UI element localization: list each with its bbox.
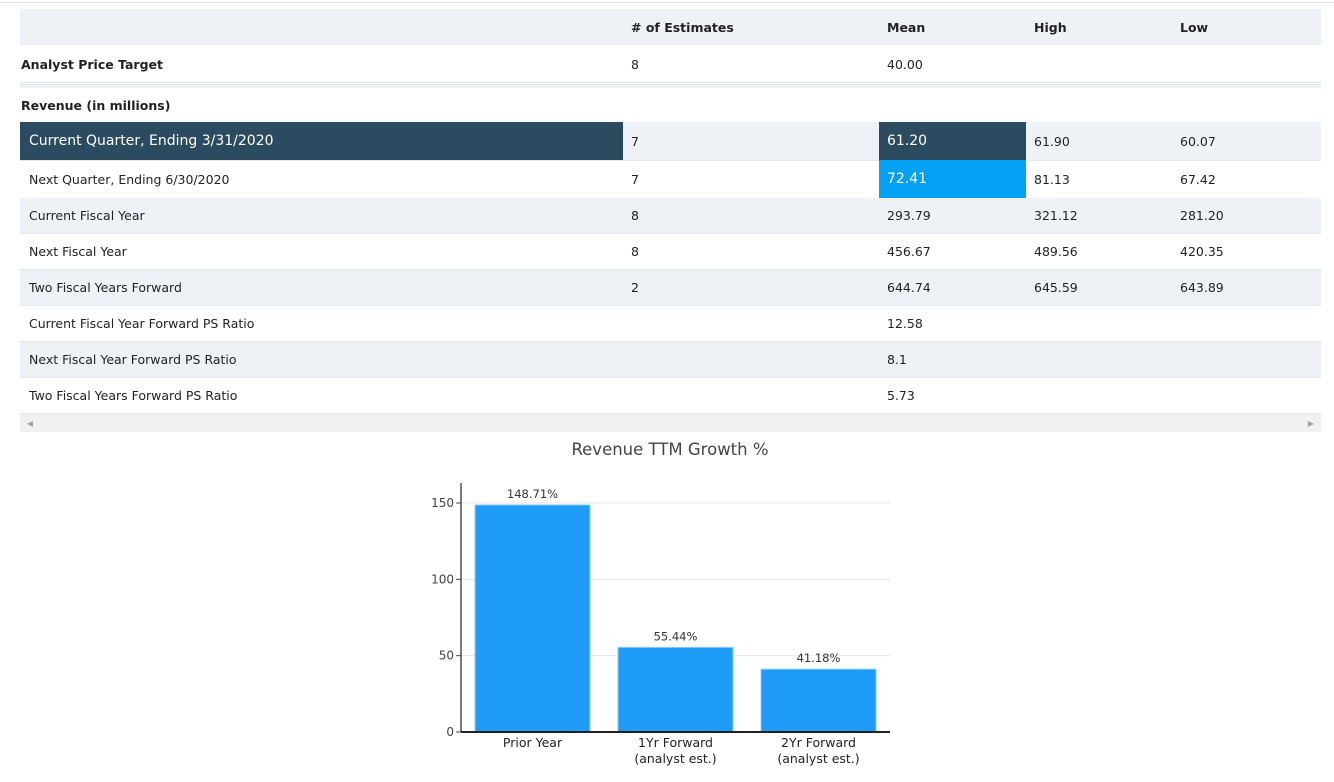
- analyst-price-target-mean: 40.00: [887, 56, 923, 72]
- row-label[interactable]: Next Fiscal Year Forward PS Ratio: [29, 352, 237, 367]
- row-high: 61.90: [1034, 133, 1070, 149]
- row-low: 643.89: [1180, 280, 1224, 295]
- x-tick-label: (analyst est.): [777, 751, 859, 766]
- row-mean: 8.1: [887, 352, 907, 367]
- row-estimates: 7: [631, 133, 639, 149]
- row-label[interactable]: Current Fiscal Year Forward PS Ratio: [29, 316, 255, 331]
- analyst-price-target-row: Analyst Price Target 8 40.00: [20, 46, 1321, 83]
- y-tick-label: 50: [439, 649, 454, 663]
- row-mean: 644.74: [887, 280, 931, 295]
- header-estimates[interactable]: # of Estimates: [631, 19, 734, 35]
- row-label[interactable]: Two Fiscal Years Forward: [29, 280, 182, 295]
- row-low: 420.35: [1180, 244, 1224, 259]
- row-label[interactable]: Next Fiscal Year: [29, 244, 127, 259]
- row-high: 489.56: [1034, 244, 1078, 259]
- table-row[interactable]: Next Fiscal Year Forward PS Ratio 8.1: [20, 342, 1321, 378]
- row-mean: 72.41: [879, 160, 1026, 198]
- row-mean: 12.58: [887, 316, 923, 331]
- row-estimates: [623, 342, 879, 377]
- row-high: [1026, 342, 1173, 377]
- x-tick-label: (analyst est.): [634, 751, 716, 766]
- scroll-right-icon[interactable]: ▶: [1307, 418, 1315, 428]
- row-estimates: 2: [631, 280, 639, 295]
- section-divider: [20, 84, 1321, 88]
- row-high: [1026, 378, 1173, 413]
- row-high: 645.59: [1034, 280, 1078, 295]
- table-row[interactable]: Two Fiscal Years Forward 2 644.74 645.59…: [20, 270, 1321, 306]
- analyst-price-target-high: [1026, 46, 1173, 82]
- table-row[interactable]: Next Quarter, Ending 6/30/2020 7 72.41 8…: [20, 160, 1321, 199]
- row-estimates: 7: [631, 171, 639, 187]
- horizontal-scrollbar[interactable]: ◀ ▶: [20, 414, 1321, 432]
- header-low[interactable]: Low: [1180, 19, 1209, 35]
- bar: [760, 668, 877, 733]
- bar: [617, 646, 734, 733]
- row-low: [1173, 306, 1321, 341]
- row-mean: 61.20: [879, 122, 1026, 160]
- top-divider: [0, 2, 1334, 3]
- table-row[interactable]: Current Quarter, Ending 3/31/2020 7 61.2…: [20, 122, 1321, 161]
- analyst-price-target-estimates: 8: [631, 56, 639, 72]
- row-label[interactable]: Current Quarter, Ending 3/31/2020: [20, 122, 623, 160]
- row-label[interactable]: Current Fiscal Year: [29, 208, 145, 223]
- row-high: [1026, 306, 1173, 341]
- revenue-section-label: Revenue (in millions): [21, 97, 171, 113]
- table-row[interactable]: Two Fiscal Years Forward PS Ratio 5.73: [20, 378, 1321, 414]
- bar-data-label: 41.18%: [797, 651, 841, 665]
- y-tick-label: 150: [431, 496, 454, 510]
- row-estimates: [623, 306, 879, 341]
- row-mean: 5.73: [887, 388, 915, 403]
- row-label[interactable]: Next Quarter, Ending 6/30/2020: [29, 171, 230, 187]
- bar-data-label: 148.71%: [507, 487, 558, 501]
- row-estimates: [623, 378, 879, 413]
- row-estimates: 8: [631, 208, 639, 223]
- x-tick-label: 2Yr Forward: [781, 735, 856, 750]
- header-label: [20, 9, 623, 45]
- revenue-section-row: Revenue (in millions): [20, 88, 1321, 122]
- header-mean[interactable]: Mean: [887, 19, 926, 35]
- table-header: # of Estimates Mean High Low: [20, 9, 1321, 45]
- row-mean: 456.67: [887, 244, 931, 259]
- table-row[interactable]: Current Fiscal Year Forward PS Ratio 12.…: [20, 306, 1321, 342]
- chart-title: Revenue TTM Growth %: [571, 440, 769, 459]
- scroll-left-icon[interactable]: ◀: [26, 418, 34, 428]
- header-high[interactable]: High: [1034, 19, 1067, 35]
- x-tick-label: Prior Year: [503, 735, 563, 750]
- table-row[interactable]: Current Fiscal Year 8 293.79 321.12 281.…: [20, 198, 1321, 234]
- row-high: 321.12: [1034, 208, 1078, 223]
- x-tick-label: 1Yr Forward: [638, 735, 713, 750]
- row-high: 81.13: [1034, 171, 1070, 187]
- bar-data-label: 55.44%: [654, 629, 698, 643]
- row-low: 60.07: [1180, 133, 1216, 149]
- row-estimates: 8: [631, 244, 639, 259]
- analyst-price-target-label: Analyst Price Target: [21, 56, 163, 72]
- row-mean: 293.79: [887, 208, 931, 223]
- analyst-price-target-low: [1173, 46, 1321, 82]
- table-row[interactable]: Next Fiscal Year 8 456.67 489.56 420.35: [20, 234, 1321, 270]
- row-label[interactable]: Two Fiscal Years Forward PS Ratio: [29, 388, 238, 403]
- row-low: [1173, 378, 1321, 413]
- row-low: 67.42: [1180, 171, 1216, 187]
- row-low: [1173, 342, 1321, 377]
- y-tick-label: 0: [446, 725, 454, 739]
- y-tick-label: 100: [431, 572, 454, 586]
- row-low: 281.20: [1180, 208, 1224, 223]
- bar: [474, 504, 591, 733]
